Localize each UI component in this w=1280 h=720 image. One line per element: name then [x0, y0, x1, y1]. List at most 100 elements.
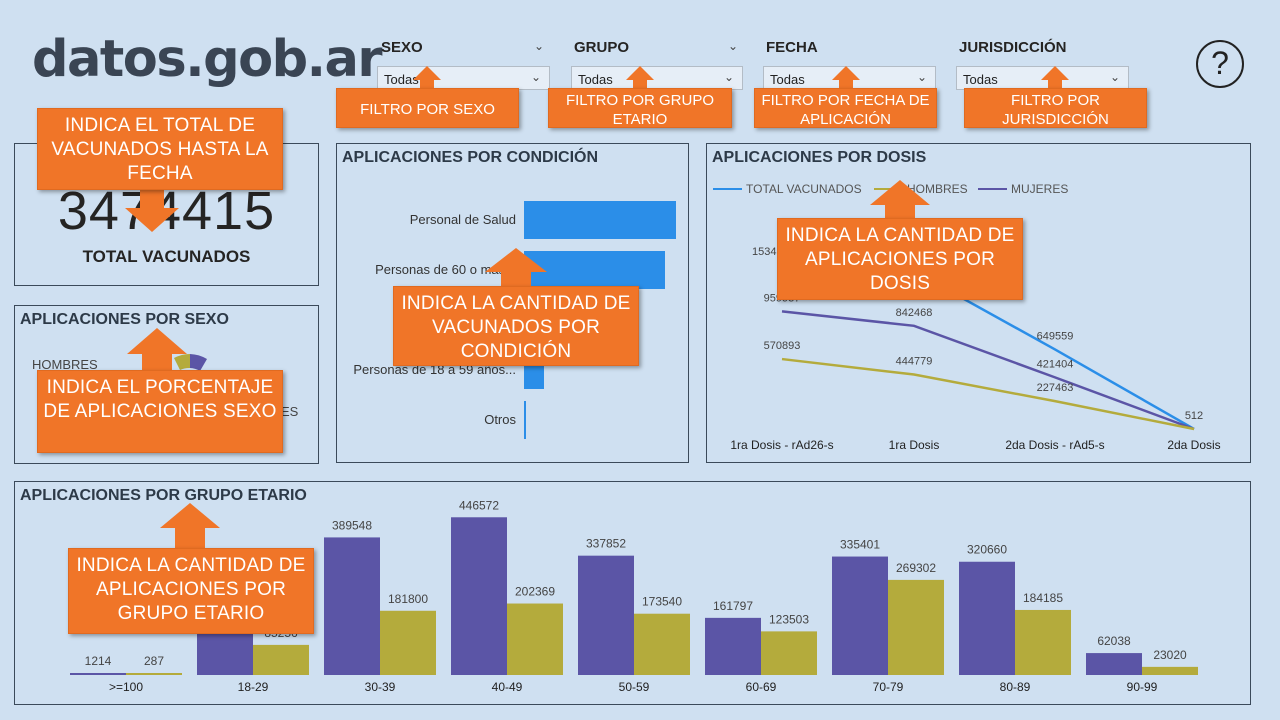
jurisdiccion-value: Todas	[963, 72, 998, 87]
dosis-point-label: 649559	[1037, 330, 1074, 342]
etario-bar-label: 184185	[1023, 591, 1063, 605]
etario-x-label: 40-49	[492, 680, 523, 694]
chevron-down-icon: ⌄	[723, 70, 734, 84]
etario-x-label: 18-29	[238, 680, 269, 694]
etario-bar-label: 320660	[967, 543, 1007, 557]
etario-bar-label: 173540	[642, 595, 682, 609]
dosis-series-line[interactable]	[781, 357, 1195, 431]
grupo-dropdown[interactable]: Todas ⌄	[571, 66, 743, 90]
condicion-panel	[336, 143, 689, 463]
etario-panel	[14, 481, 1251, 705]
filter-title-jurisdiccion: JURISDICCIÓN	[959, 39, 1067, 56]
grupo-value: Todas	[578, 72, 613, 87]
callout-filtro-fecha: FILTRO POR FECHA DE APLICACIÓN	[754, 88, 937, 128]
etario-bar[interactable]	[253, 644, 309, 675]
dosis-chart: TOTAL VACUNADOS HOMBRES MUJERES 1534 649…	[713, 182, 1221, 452]
chevron-down-icon: ⌄	[530, 70, 541, 84]
help-icon[interactable]: ?	[1196, 40, 1244, 88]
condicion-category-label: Personal de Salud	[409, 212, 516, 227]
partial-point-label: 1534	[752, 246, 776, 258]
legend-total: TOTAL VACUNADOS	[746, 182, 862, 196]
etario-x-label: 80-89	[1000, 680, 1031, 694]
etario-bar[interactable]	[70, 673, 126, 675]
dosis-point-label: 570893	[764, 340, 801, 352]
etario-bar[interactable]	[761, 631, 817, 675]
condicion-category-label: Otros	[484, 412, 516, 427]
chevron-down-icon: ⌄	[1109, 70, 1120, 84]
etario-bar[interactable]	[1015, 609, 1071, 675]
condicion-bar[interactable]	[524, 401, 526, 439]
jurisdiccion-dropdown[interactable]: Todas ⌄	[956, 66, 1129, 90]
sexo-dropdown[interactable]: Todas ⌄	[377, 66, 550, 90]
filter-title-fecha: FECHA	[766, 39, 818, 56]
dosis-panel-title: APLICACIONES POR DOSIS	[712, 149, 927, 166]
callout-condicion: INDICA LA CANTIDAD DE VACUNADOS POR COND…	[393, 286, 639, 366]
dosis-point-label: 227463	[1037, 382, 1074, 394]
etario-bar-label: 1214	[85, 654, 112, 668]
filter-title-grupo: GRUPO	[574, 39, 630, 56]
dosis-series-line[interactable]	[781, 310, 1195, 431]
etario-bar-label: 202369	[515, 585, 555, 599]
dosis-x-label: 2da Dosis - rAd5-s	[1005, 438, 1104, 452]
total-label: TOTAL VACUNADOS	[82, 247, 251, 266]
etario-bar-label: 389548	[332, 518, 372, 532]
condicion-category-label: Personas de 60 o más a	[375, 262, 516, 277]
etario-bar[interactable]	[1142, 666, 1198, 675]
fecha-dropdown[interactable]: Todas ⌄	[763, 66, 936, 90]
legend-hombres: HOMBRES	[32, 357, 98, 372]
filter-title-sexo: SEXO	[381, 39, 423, 56]
sexo-panel-title: APLICACIONES POR SEXO	[20, 311, 229, 328]
etario-x-label: >=100	[109, 680, 143, 694]
etario-bar[interactable]	[634, 613, 690, 675]
callout-filtro-jurisdiccion: FILTRO POR JURISDICCIÓN	[964, 88, 1147, 128]
etario-bar[interactable]	[1086, 653, 1142, 675]
etario-bar[interactable]	[380, 610, 436, 675]
condicion-bar[interactable]	[524, 201, 676, 239]
etario-bar-label: 335401	[840, 538, 880, 552]
legend-mujeres: ES	[281, 404, 299, 419]
etario-bar[interactable]	[578, 555, 634, 675]
etario-bar-label: 123503	[769, 612, 809, 626]
etario-bar-label: 181800	[388, 592, 428, 606]
callout-sexo-pct: INDICA EL PORCENTAJE DE APLICACIONES SEX…	[37, 370, 283, 453]
etario-bar[interactable]	[888, 579, 944, 675]
chevron-down-icon[interactable]: ⌄	[534, 39, 545, 53]
etario-panel-title: APLICACIONES POR GRUPO ETARIO	[20, 487, 307, 504]
etario-x-label: 50-59	[619, 680, 650, 694]
dosis-point-label: 512	[1185, 410, 1203, 422]
etario-bar-label: 287	[144, 654, 164, 668]
dosis-x-label: 1ra Dosis - rAd26-s	[730, 438, 833, 452]
etario-bar[interactable]	[507, 603, 563, 675]
condicion-panel-title: APLICACIONES POR CONDICIÓN	[342, 149, 599, 166]
sexo-value: Todas	[384, 72, 419, 87]
fecha-value: Todas	[770, 72, 805, 87]
legend-hombres-dosis: HOMBRES	[907, 182, 968, 196]
etario-bar-label: 23020	[1153, 648, 1187, 662]
etario-x-label: 30-39	[365, 680, 396, 694]
condicion-bar[interactable]	[524, 251, 666, 289]
callout-filtro-grupo: FILTRO POR GRUPO ETARIO	[548, 88, 732, 128]
etario-bar[interactable]	[324, 537, 380, 675]
etario-bar-label: 269302	[896, 561, 936, 575]
etario-bar[interactable]	[959, 561, 1015, 675]
dosis-point-label: 842468	[896, 307, 933, 319]
callout-filtro-sexo: FILTRO POR SEXO	[336, 88, 519, 128]
dosis-x-label: 2da Dosis	[1167, 438, 1220, 452]
etario-bar[interactable]	[705, 617, 761, 675]
legend-mujeres-dosis: MUJERES	[1011, 182, 1068, 196]
chevron-down-icon[interactable]: ⌄	[728, 39, 739, 53]
dosis-x-label: 1ra Dosis	[889, 438, 940, 452]
dosis-panel	[706, 143, 1251, 463]
chevron-down-icon: ⌄	[916, 70, 927, 84]
etario-bar-label: 446572	[459, 498, 499, 512]
etario-bar-label: 161797	[713, 599, 753, 613]
sexo-panel	[14, 305, 319, 464]
etario-bar-label: 337852	[586, 537, 626, 551]
callout-etario: INDICA LA CANTIDAD DE APLICACIONES POR G…	[68, 548, 314, 634]
etario-x-label: 90-99	[1127, 680, 1158, 694]
etario-bar[interactable]	[832, 556, 888, 675]
donut-slice-mujeres	[190, 354, 207, 371]
donut-slice-hombres	[174, 354, 190, 370]
etario-bar[interactable]	[451, 517, 507, 675]
etario-bar[interactable]	[126, 673, 182, 675]
